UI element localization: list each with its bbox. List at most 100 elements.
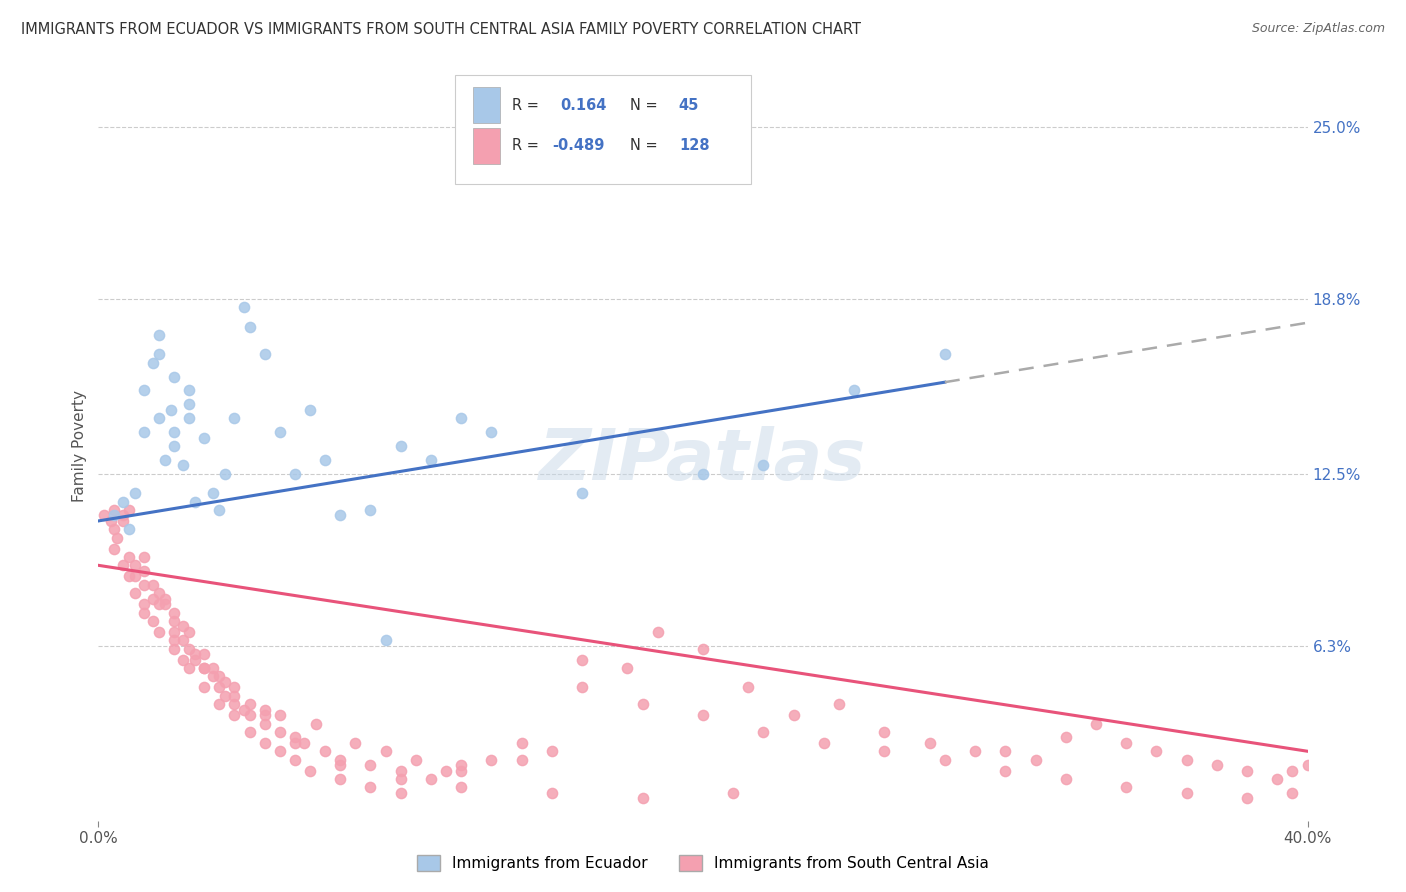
Point [124, 558, 146, 573]
Point [481, 425, 503, 439]
Point [360, 780, 382, 795]
Text: 128: 128 [679, 138, 710, 153]
Point [692, 708, 714, 723]
Point [450, 780, 472, 795]
Point [118, 503, 141, 517]
Point [132, 578, 155, 592]
Point [692, 641, 714, 656]
Point [184, 647, 207, 661]
Point [172, 619, 194, 633]
Point [510, 736, 533, 750]
Point [510, 753, 533, 767]
Point [148, 328, 170, 343]
Point [142, 591, 165, 606]
Point [873, 744, 896, 758]
Point [179, 384, 201, 398]
Point [93, 508, 115, 523]
Point [193, 431, 215, 445]
Point [239, 319, 262, 334]
Point [184, 494, 207, 508]
Point [163, 624, 186, 639]
Point [284, 753, 307, 767]
Point [1267, 772, 1289, 786]
Point [103, 508, 125, 523]
Point [1144, 744, 1167, 758]
Text: 45: 45 [679, 97, 699, 112]
Point [918, 736, 941, 750]
Point [1206, 758, 1229, 772]
Point [232, 703, 254, 717]
Point [253, 347, 276, 361]
Point [118, 522, 141, 536]
Point [193, 661, 215, 675]
Point [103, 522, 125, 536]
Point [214, 467, 236, 481]
Point [163, 614, 186, 628]
Point [193, 647, 215, 661]
Point [752, 458, 775, 473]
Point [184, 653, 207, 667]
Point [813, 736, 835, 750]
Point [389, 772, 412, 786]
Point [389, 764, 412, 778]
Point [163, 633, 186, 648]
Point [783, 708, 806, 723]
Point [103, 503, 125, 517]
Y-axis label: Family Poverty: Family Poverty [72, 390, 87, 502]
Point [571, 486, 593, 500]
Point [360, 758, 382, 772]
Point [844, 384, 866, 398]
Point [374, 744, 396, 758]
Point [374, 633, 396, 648]
Point [142, 578, 165, 592]
Point [179, 411, 201, 425]
Point [202, 661, 225, 675]
Point [142, 356, 165, 370]
Point [934, 347, 956, 361]
Point [153, 591, 176, 606]
Point [202, 486, 225, 500]
Text: IMMIGRANTS FROM ECUADOR VS IMMIGRANTS FROM SOUTH CENTRAL ASIA FAMILY POVERTY COR: IMMIGRANTS FROM ECUADOR VS IMMIGRANTS FR… [21, 22, 860, 37]
Point [1115, 780, 1137, 795]
Point [224, 689, 246, 703]
Point [450, 758, 472, 772]
Text: ZIPatlas: ZIPatlas [540, 426, 866, 495]
Point [571, 653, 593, 667]
Point [148, 624, 170, 639]
Point [329, 758, 352, 772]
Point [1175, 753, 1198, 767]
Point [1296, 758, 1319, 772]
Point [616, 661, 638, 675]
Point [118, 569, 141, 583]
Point [172, 653, 194, 667]
Point [269, 425, 291, 439]
Point [284, 736, 307, 750]
Point [450, 411, 472, 425]
Point [193, 681, 215, 695]
Point [540, 786, 562, 800]
Point [202, 669, 225, 683]
Point [723, 786, 745, 800]
Point [1024, 753, 1046, 767]
Point [179, 661, 201, 675]
Point [253, 736, 276, 750]
Point [692, 467, 714, 481]
Text: Source: ZipAtlas.com: Source: ZipAtlas.com [1251, 22, 1385, 36]
Point [329, 772, 352, 786]
Point [208, 681, 231, 695]
Point [100, 514, 122, 528]
Text: N =: N = [630, 138, 658, 153]
Point [179, 624, 201, 639]
Point [148, 597, 170, 611]
Point [179, 641, 201, 656]
Point [124, 569, 146, 583]
Point [269, 708, 291, 723]
Point [253, 716, 276, 731]
Point [124, 486, 146, 500]
Point [329, 508, 352, 523]
Point [208, 669, 231, 683]
Point [132, 425, 155, 439]
Point [105, 531, 128, 545]
Point [1236, 791, 1258, 805]
Point [103, 541, 125, 556]
